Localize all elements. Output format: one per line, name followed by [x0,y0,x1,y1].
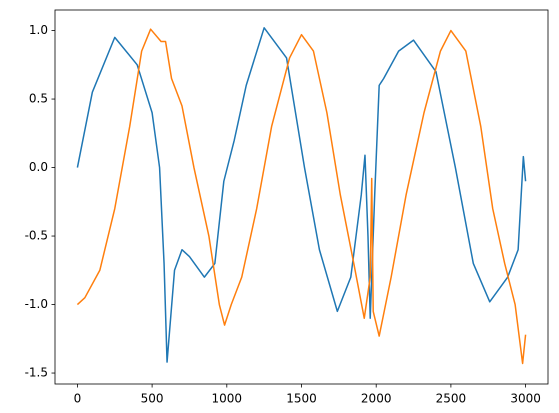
y-tick-label: 0.0 [29,160,48,174]
y-tick-label: -1.5 [25,366,48,380]
x-tick-label: 2500 [436,392,467,406]
x-tick-label: 1500 [286,392,317,406]
y-tick-label: 1.0 [29,23,48,37]
y-tick-label: 0.5 [29,92,48,106]
axes-frame [54,9,549,385]
x-tick-label: 1000 [212,392,243,406]
x-tick-label: 2000 [361,392,392,406]
line-series [76,27,527,363]
y-tick-label: -0.5 [25,229,48,243]
x-tick-label: 3000 [510,392,541,406]
line-series [76,28,527,365]
x-tick-label: 500 [141,392,164,406]
y-tick-label: -1.0 [25,297,48,311]
x-tick-label: 0 [74,392,82,406]
